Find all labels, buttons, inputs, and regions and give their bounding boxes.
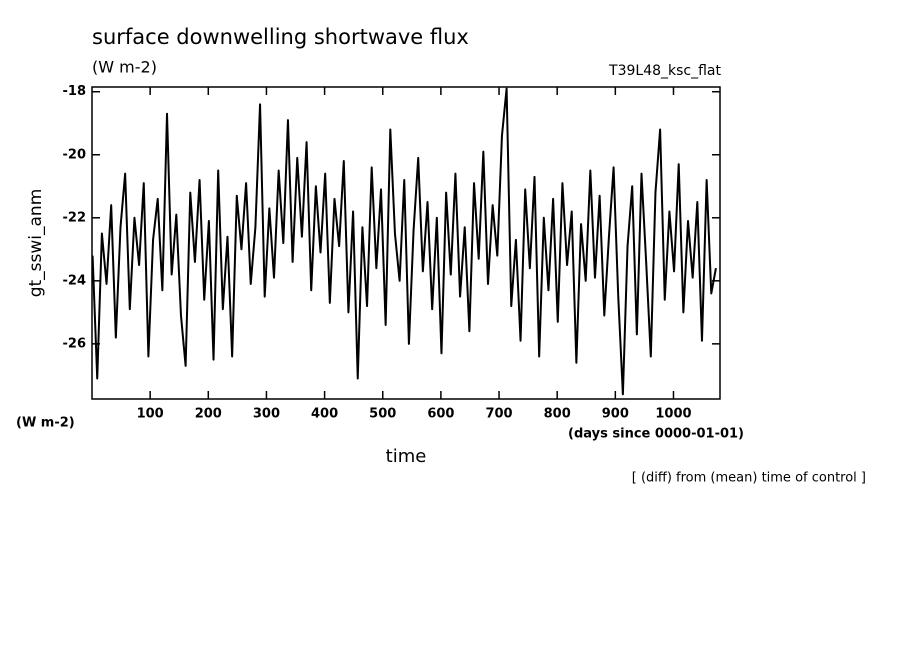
x-axis-label: time [386, 446, 427, 467]
x-tick-label: 900 [602, 407, 629, 422]
x-tick-label: 700 [485, 407, 512, 422]
y-tick-label: -24 [63, 273, 87, 288]
x-tick-label: 300 [253, 407, 280, 422]
x-tick-label: 200 [195, 407, 222, 422]
y-tick-label: -22 [63, 210, 87, 225]
x-tick-label: 600 [427, 407, 454, 422]
x-tick-label: 500 [369, 407, 396, 422]
chart-title: surface downwelling shortwave flux [92, 25, 469, 49]
y-tick-label: -20 [63, 147, 87, 162]
note: [ (diff) from (mean) time of control ] [632, 471, 866, 486]
y-unit: (W m-2) [16, 416, 75, 431]
chart-subtitle: (W m-2) [92, 58, 157, 77]
y-axis-label: gt_sswi_anm [26, 189, 46, 298]
run-label: T39L48_ksc_flat [608, 63, 721, 79]
x-tick-label: 100 [137, 407, 164, 422]
x-tick-label: 800 [544, 407, 571, 422]
plot-frame [91, 86, 721, 400]
x-tick-label: 400 [311, 407, 338, 422]
y-tick-label: -18 [63, 84, 87, 99]
y-tick-label: -26 [63, 336, 87, 351]
data-line [91, 87, 717, 396]
x-tick-label: 1000 [655, 407, 691, 422]
x-unit: (days since 0000-01-01) [568, 427, 744, 442]
